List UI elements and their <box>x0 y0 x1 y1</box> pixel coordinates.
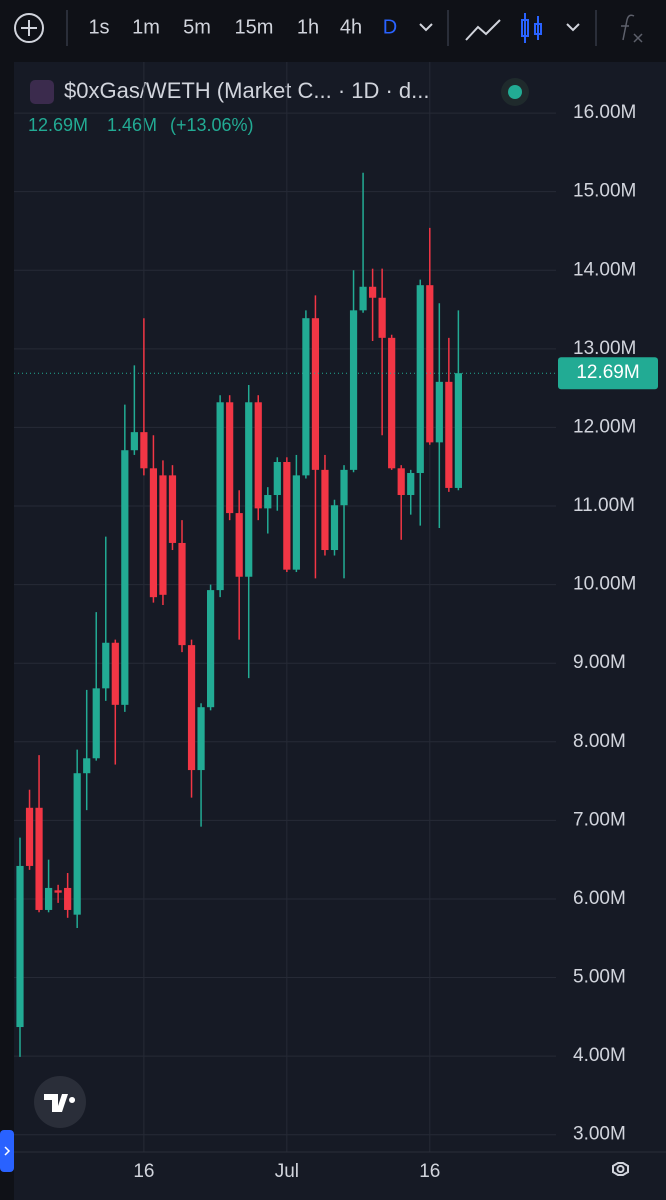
candle-body <box>178 542 186 646</box>
candle-body <box>102 642 110 689</box>
x-tick-label: 16 <box>133 1161 154 1182</box>
legend-change: 1.46M <box>107 115 157 135</box>
legend-close: 12.69M <box>28 115 88 135</box>
candle-body <box>292 475 300 570</box>
y-tick-label: 12.00M <box>573 416 636 437</box>
status-dot <box>508 85 522 99</box>
candle-body <box>140 432 148 469</box>
candle-body <box>445 381 453 488</box>
chevron[interactable] <box>419 23 433 32</box>
candle-body <box>64 887 72 910</box>
candle-body <box>35 807 43 910</box>
candle-body <box>302 318 310 476</box>
interval-active[interactable]: D <box>383 16 397 38</box>
candle-body <box>330 505 339 551</box>
last-price-label: 12.69M <box>576 362 639 383</box>
y-tick-label: 14.00M <box>573 259 636 280</box>
candle-body <box>254 402 262 509</box>
y-tick-label: 9.00M <box>573 652 626 673</box>
y-tick-label: 3.00M <box>573 1124 626 1145</box>
candle-body <box>407 473 415 496</box>
candle-body <box>273 462 281 496</box>
y-tick-label: 15.00M <box>573 181 636 202</box>
interval[interactable]: 1s <box>88 16 109 38</box>
chevron[interactable] <box>566 23 580 32</box>
candle-body <box>54 890 62 893</box>
interval[interactable]: 5m <box>183 16 211 38</box>
chart-panel <box>14 62 666 1200</box>
y-tick-label: 13.00M <box>573 338 636 359</box>
candle-body <box>340 469 348 506</box>
add-icon[interactable] <box>14 13 44 43</box>
interval[interactable]: 1h <box>297 16 319 38</box>
candle-body <box>283 462 291 570</box>
y-tick-label: 5.00M <box>573 967 626 988</box>
candle-body <box>216 402 224 591</box>
interval[interactable]: 1m <box>132 16 160 38</box>
candle-body <box>25 807 34 866</box>
candle-body <box>388 337 396 469</box>
y-tick-label: 4.00M <box>573 1045 626 1066</box>
candle-body <box>349 310 358 470</box>
candle-body <box>197 707 205 771</box>
candle-body <box>187 645 196 771</box>
candle-body <box>359 286 367 311</box>
y-tick-label: 6.00M <box>573 888 626 909</box>
interval[interactable]: 4h <box>340 16 362 38</box>
candle-body <box>73 773 81 915</box>
candle-body <box>226 402 234 514</box>
candle-body <box>378 297 386 338</box>
candle-body <box>121 450 129 705</box>
candle-body <box>321 469 329 551</box>
candle-body <box>264 495 272 509</box>
y-tick-label: 8.00M <box>573 731 626 752</box>
candle-body <box>92 688 100 759</box>
x-tick-label: Jul <box>275 1161 299 1182</box>
line-style-icon[interactable] <box>465 19 501 41</box>
candle-body <box>369 286 377 298</box>
settings-icon[interactable] <box>612 1162 629 1176</box>
candle-body <box>130 432 138 451</box>
side-tab-arrow <box>4 1146 11 1156</box>
candle-body <box>111 642 119 705</box>
symbol-icon <box>30 80 54 104</box>
add-icon-plus <box>21 20 37 36</box>
candle-body <box>16 865 24 1028</box>
candle-style-icon[interactable] <box>521 13 542 43</box>
side-tab[interactable] <box>0 1130 14 1172</box>
candle-body <box>159 475 167 595</box>
candle-body <box>83 758 91 774</box>
toolbar: 1s 1m 5m 15m 1h 4h D <box>14 10 643 46</box>
candle-body <box>397 468 405 496</box>
indicators-icon[interactable] <box>621 14 643 43</box>
candle-body <box>245 402 253 577</box>
candle-body <box>168 475 177 543</box>
y-tick-label: 11.00M <box>573 495 635 516</box>
candle-body <box>311 318 320 470</box>
tv-logo-mark <box>44 1094 76 1112</box>
candle-body <box>416 285 424 474</box>
candle-body <box>426 285 434 443</box>
candle-body <box>454 373 462 488</box>
legend-change-percent: (+13.06%) <box>170 115 254 135</box>
y-tick-label: 16.00M <box>573 102 636 123</box>
candle-body <box>435 381 443 443</box>
plot <box>14 62 666 1153</box>
x-tick-label: 16 <box>419 1161 440 1182</box>
candle-body <box>149 468 158 598</box>
last-price-box <box>558 357 658 390</box>
candle-body <box>235 513 243 577</box>
chart-title: $0xGas/WETH (Market C... · 1D · d... <box>64 78 430 103</box>
candle-body <box>207 590 215 708</box>
y-tick-label: 10.00M <box>573 574 636 595</box>
y-tick-label: 7.00M <box>573 809 626 830</box>
candle-body <box>44 887 53 910</box>
interval[interactable]: 15m <box>235 16 274 38</box>
